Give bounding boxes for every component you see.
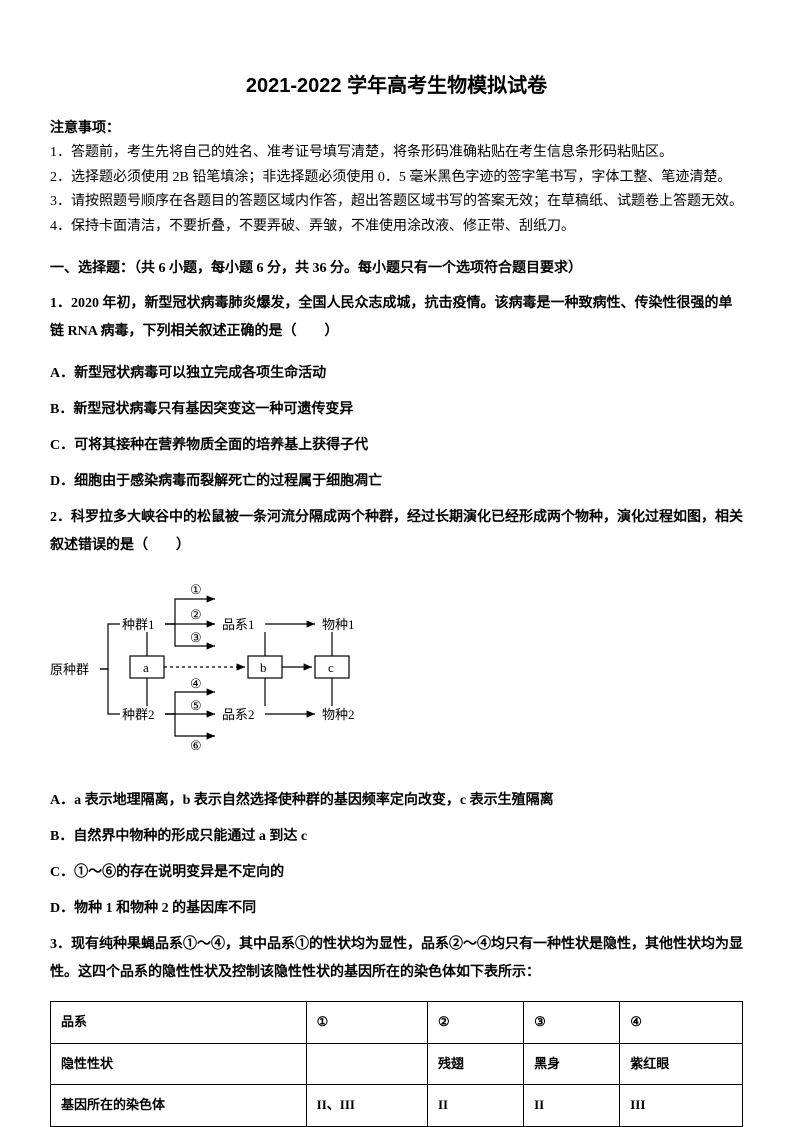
section1-header: 一、选择题：（共 6 小题，每小题 6 分，共 36 分。每小题只有一个选项符合…: [50, 258, 743, 280]
label-n5: ⑤: [190, 698, 202, 713]
q3-stem: 3．现有纯种果蝇品系①～④，其中品系①的性状均为显性，品系②～④均只有一种性状是…: [50, 931, 743, 987]
label-n1: ①: [190, 582, 202, 597]
q1-option-b: B．新型冠状病毒只有基因突变这一种可遗传变异: [50, 396, 743, 424]
table-cell: ③: [524, 1001, 620, 1043]
q2-option-a: A．a 表示地理隔离，b 表示自然选择使种群的基因频率定向改变，c 表示生殖隔离: [50, 787, 743, 815]
notice-block: 注意事项： 1．答题前，考生先将自己的姓名、准考证号填写清楚，将条形码准确粘贴在…: [50, 118, 743, 238]
table-cell: II: [427, 1085, 523, 1127]
q1-option-a: A．新型冠状病毒可以独立完成各项生命活动: [50, 360, 743, 388]
table-cell: 品系: [51, 1001, 307, 1043]
notice-item-4: 4．保持卡面清洁，不要折叠，不要弄破、弄皱，不准使用涂改液、修正带、刮纸刀。: [50, 216, 743, 238]
q3-table: 品系 ① ② ③ ④ 隐性性状 残翅 黑身 紫红眼 基因所在的染色体 II、II…: [50, 1001, 743, 1127]
notice-header: 注意事项：: [50, 118, 743, 140]
table-cell: ①: [306, 1001, 427, 1043]
table-cell: 黑身: [524, 1043, 620, 1085]
evolution-diagram: 原种群 种群1 种群2 ① ② ③ 品系1 物种1 ④ ⑤ ⑥ 品系2 物种2: [50, 574, 410, 764]
label-species1: 物种1: [322, 617, 355, 632]
label-species2: 物种2: [322, 707, 355, 722]
label-pop1: 种群1: [122, 617, 155, 632]
label-pop2: 种群2: [122, 707, 155, 722]
table-row-header: 品系 ① ② ③ ④: [51, 1001, 743, 1043]
table-row: 隐性性状 残翅 黑身 紫红眼: [51, 1043, 743, 1085]
table-cell: 隐性性状: [51, 1043, 307, 1085]
label-original: 原种群: [50, 662, 89, 677]
label-n6: ⑥: [190, 738, 202, 753]
label-a: a: [143, 660, 149, 675]
table-cell: 残翅: [427, 1043, 523, 1085]
notice-item-3: 3．请按照题号顺序在各题目的答题区域内作答，超出答题区域书写的答案无效；在草稿纸…: [50, 191, 743, 213]
table-cell: ④: [620, 1001, 743, 1043]
table-cell: III: [620, 1085, 743, 1127]
label-strain2: 品系2: [222, 707, 255, 722]
label-n3: ③: [190, 630, 202, 645]
q1-stem: 1．2020 年初，新型冠状病毒肺炎爆发，全国人民众志成城，抗击疫情。该病毒是一…: [50, 290, 743, 346]
label-b: b: [260, 660, 267, 675]
table-cell: [306, 1043, 427, 1085]
q2-stem: 2．科罗拉多大峡谷中的松鼠被一条河流分隔成两个种群，经过长期演化已经形成两个物种…: [50, 504, 743, 560]
q2-option-c: C．①～⑥的存在说明变异是不定向的: [50, 859, 743, 887]
table-cell: ②: [427, 1001, 523, 1043]
table-cell: 基因所在的染色体: [51, 1085, 307, 1127]
table-cell: II: [524, 1085, 620, 1127]
q2-option-b: B．自然界中物种的形成只能通过 a 到达 c: [50, 823, 743, 851]
q1-option-d: D．细胞由于感染病毒而裂解死亡的过程属于细胞凋亡: [50, 468, 743, 496]
q1-option-c: C．可将其接种在营养物质全面的培养基上获得子代: [50, 432, 743, 460]
q2-option-d: D．物种 1 和物种 2 的基因库不同: [50, 895, 743, 923]
label-strain1: 品系1: [222, 617, 255, 632]
q2-diagram: 原种群 种群1 种群2 ① ② ③ 品系1 物种1 ④ ⑤ ⑥ 品系2 物种2: [50, 574, 743, 772]
exam-title: 2021-2022 学年高考生物模拟试卷: [50, 70, 743, 102]
question-1: 1．2020 年初，新型冠状病毒肺炎爆发，全国人民众志成城，抗击疫情。该病毒是一…: [50, 290, 743, 346]
label-n2: ②: [190, 607, 202, 622]
table-row: 基因所在的染色体 II、III II II III: [51, 1085, 743, 1127]
label-n4: ④: [190, 676, 202, 691]
notice-item-1: 1．答题前，考生先将自己的姓名、准考证号填写清楚，将条形码准确粘贴在考生信息条形…: [50, 142, 743, 164]
label-c: c: [328, 660, 334, 675]
question-2: 2．科罗拉多大峡谷中的松鼠被一条河流分隔成两个种群，经过长期演化已经形成两个物种…: [50, 504, 743, 560]
question-3: 3．现有纯种果蝇品系①～④，其中品系①的性状均为显性，品系②～④均只有一种性状是…: [50, 931, 743, 987]
notice-item-2: 2．选择题必须使用 2B 铅笔填涂；非选择题必须使用 0．5 毫米黑色字迹的签字…: [50, 167, 743, 189]
table-cell: II、III: [306, 1085, 427, 1127]
table-cell: 紫红眼: [620, 1043, 743, 1085]
